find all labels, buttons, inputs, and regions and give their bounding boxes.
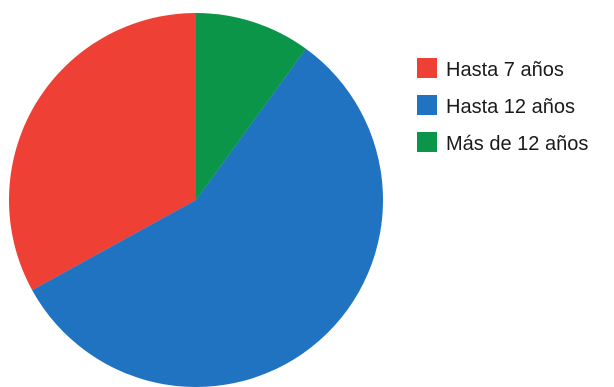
legend: Hasta 7 años Hasta 12 años Más de 12 año… [417,58,588,155]
legend-label-hasta-7: Hasta 7 años [446,59,564,81]
legend-swatch-mas-de-12 [417,132,437,152]
legend-entry-hasta-12: Hasta 12 años [417,95,575,118]
legend-swatch-hasta-12 [417,95,437,115]
legend-swatch-hasta-7 [417,58,437,78]
legend-entry-hasta-7: Hasta 7 años [417,58,564,81]
pie-slice-hasta-12 [32,48,383,387]
legend-label-hasta-12: Hasta 12 años [446,96,575,118]
pie-slice-mas-de-12 [196,13,306,200]
pie-slice-hasta-7 [9,13,197,291]
pie-slices [9,13,383,387]
legend-label-mas-de-12: Más de 12 años [446,133,588,155]
legend-entry-mas-de-12: Más de 12 años [417,132,588,155]
